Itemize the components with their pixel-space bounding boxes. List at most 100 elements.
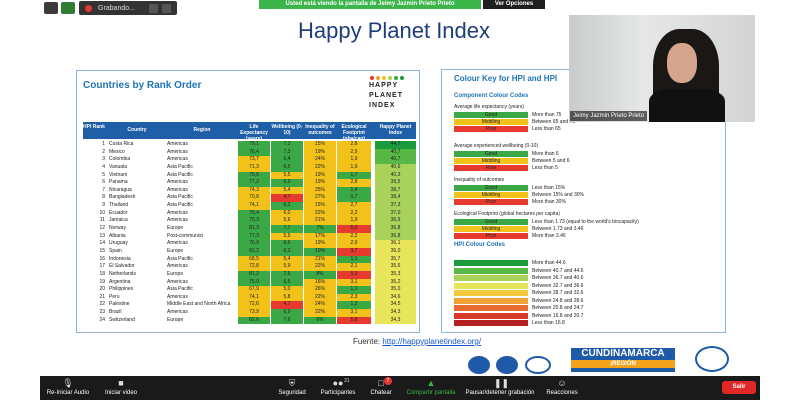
- wellbeing-cell: 7,6: [271, 316, 303, 325]
- security-button[interactable]: ⛨ Seguridad: [274, 376, 310, 400]
- key-level-text: Between 65 and 75: [532, 119, 576, 125]
- life-cell: 73,7: [238, 156, 270, 164]
- rank-cell: 23: [99, 309, 105, 316]
- rank-cell: 18: [99, 270, 105, 277]
- hpi-colour-label: Between 16.8 and 20.7: [532, 312, 584, 319]
- region-cell: Europe: [167, 247, 184, 254]
- key-level-text: More than 6: [532, 151, 559, 157]
- footprint-cell: 0,7: [337, 194, 371, 203]
- hpi-colour-label: Between 20.8 and 24.7: [532, 305, 584, 311]
- footprint-cell: 2,2: [337, 232, 371, 241]
- header-life: Life Expectancy (years): [240, 124, 268, 142]
- component-codes-title: Component Colour Codes: [454, 93, 529, 99]
- partner-logo-3: [525, 356, 551, 374]
- participant-video[interactable]: Jeimy Jazmin Prieto Prieto: [569, 15, 755, 122]
- country-cell: Peru: [109, 293, 120, 300]
- wellbeing-cell: 6,4: [271, 156, 303, 164]
- inequality-cell: 17%: [304, 232, 336, 241]
- footprint-cell: 1,9: [337, 156, 371, 164]
- rank-cell: 5: [102, 171, 105, 178]
- inequality-cell: 19%: [304, 148, 336, 157]
- footprint-cell: 2,8: [337, 179, 371, 187]
- cundinamarca-logo: CUNDINAMARCA ¡REGIÓN: [571, 348, 675, 372]
- hpi-colour-swatch: [454, 267, 528, 274]
- inequality-cell: 10%: [304, 247, 336, 256]
- rank-cell: 16: [99, 255, 105, 262]
- stop-recording-icon[interactable]: [161, 3, 171, 13]
- country-cell: Colombia: [109, 156, 131, 163]
- table-row: 8 Bangladesh Asia Pacific 70,8 4,7 27% 0,7 38,4: [83, 194, 416, 203]
- life-cell: 75,5: [238, 171, 270, 180]
- country-cell: Philippines: [109, 286, 134, 293]
- rank-cell: 15: [99, 247, 105, 254]
- footprint-cell: 1,2: [337, 301, 371, 310]
- table-row: 13 Albania Post-communist 77,3 5,5 17% 2,2 36,8: [83, 232, 416, 241]
- footprint-cell: 5,3: [337, 270, 371, 279]
- footprint-cell: 2,1: [337, 263, 371, 271]
- chat-label: Chatear: [370, 390, 392, 396]
- hpi-cell: 40,7: [375, 156, 416, 164]
- hpi-cell: 34,6: [375, 293, 416, 302]
- country-cell: Thailand: [109, 202, 129, 209]
- hpi-cell: 35,0: [375, 286, 416, 294]
- security-label: Seguridad: [278, 390, 306, 396]
- key-level-box: Middling: [454, 119, 528, 125]
- key-level-box: Middling: [454, 192, 528, 198]
- hpi-cell: 37,0: [375, 209, 416, 218]
- key-level-box: Good: [454, 112, 528, 118]
- inequality-cell: 24%: [304, 156, 336, 164]
- inequality-cell: 6%: [304, 316, 336, 325]
- shield-icon: ⛨: [288, 378, 296, 388]
- life-cell: 71,3: [238, 163, 270, 172]
- hpi-cell: 36,9: [375, 217, 416, 226]
- chat-button[interactable]: □ Chatear 7: [366, 376, 396, 400]
- hpi-colour-swatch: [454, 275, 528, 281]
- country-cell: Switzerland: [109, 316, 135, 323]
- hpi-cell: 35,7: [375, 255, 416, 264]
- colour-key-title: Colour Key for HPI and HPI: [454, 74, 558, 83]
- hpi-colour-label: Between 36.7 and 40.6: [532, 275, 584, 281]
- country-cell: Argentina: [109, 278, 131, 285]
- camera-off-icon: ■: [118, 378, 124, 388]
- hpi-cell: 38,4: [375, 194, 416, 203]
- view-options-button[interactable]: Ver Opciones: [483, 0, 545, 9]
- wellbeing-cell: 6,5: [271, 163, 303, 172]
- inequality-cell: 8%: [304, 270, 336, 279]
- inequality-cell: 22%: [304, 163, 336, 172]
- crest-logo: [695, 346, 729, 372]
- rank-cell: 22: [99, 301, 105, 308]
- logo-line-3: INDEX: [369, 102, 396, 109]
- leave-button[interactable]: Salir: [722, 381, 756, 394]
- pause-recording-icon[interactable]: [148, 3, 158, 13]
- table-row: 1 Costa Rica Americas 79,1 7,3 15% 2,8 44,7: [83, 141, 416, 149]
- pause-icon: ❚❚: [494, 378, 510, 388]
- wellbeing-cell: 6,3: [271, 202, 303, 210]
- key-section-label: Ecological Footprint (global hectares pe…: [454, 211, 560, 217]
- key-level-text: Between 15% and 30%: [532, 192, 584, 198]
- video-button[interactable]: ■ Iniciar video: [98, 376, 144, 400]
- share-screen-icon: ▲: [426, 378, 436, 388]
- life-cell: 79,1: [238, 141, 270, 149]
- reactions-button[interactable]: ☺ Reacciones: [542, 376, 582, 400]
- hpi-cell: 34,3: [375, 316, 416, 325]
- chat-icon: □: [378, 378, 384, 388]
- shield-icon[interactable]: [61, 2, 75, 14]
- rank-cell: 1: [102, 141, 105, 147]
- table-row: 11 Jamaica Americas 75,3 5,6 21% 1,9 36,9: [83, 217, 416, 226]
- life-cell: 77,3: [238, 232, 270, 241]
- audio-button[interactable]: 🎙 Re-Iniciar Audio: [42, 376, 94, 400]
- footprint-cell: 2,9: [337, 148, 371, 157]
- participants-button[interactable]: ●● Participantes 31: [318, 376, 358, 400]
- inequality-cell: 15%: [304, 141, 336, 149]
- share-screen-button[interactable]: ▲ Compartir pantalla: [402, 376, 460, 400]
- rank-table-title: Countries by Rank Order: [83, 80, 202, 91]
- source-link[interactable]: http://happyplanetindex.org/: [382, 337, 482, 346]
- record-button[interactable]: ❚❚ Pausar/detener grabación: [464, 376, 536, 400]
- region-cell: Asia Pacific: [167, 202, 193, 209]
- wellbeing-cell: 5,6: [271, 217, 303, 226]
- participants-count: 31: [344, 378, 350, 384]
- region-cell: Americas: [167, 217, 188, 224]
- info-icon[interactable]: [44, 2, 58, 14]
- hpi-logo: HAPPY PLANET INDEX: [366, 74, 418, 114]
- life-cell: 75,3: [238, 217, 270, 226]
